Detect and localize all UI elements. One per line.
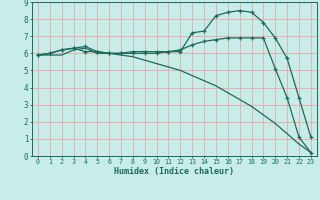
X-axis label: Humidex (Indice chaleur): Humidex (Indice chaleur): [115, 167, 234, 176]
